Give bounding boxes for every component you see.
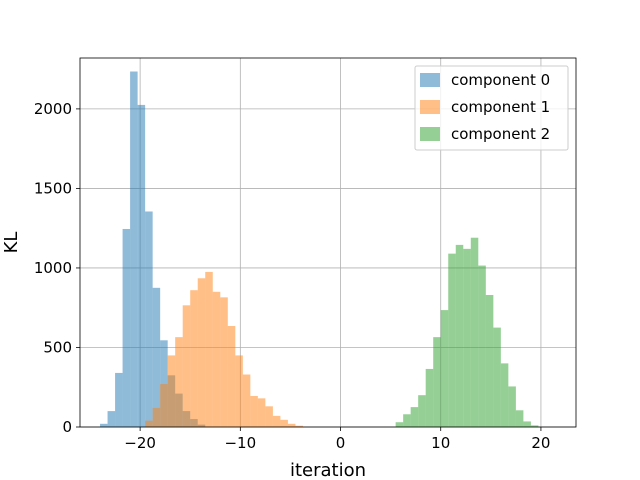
legend-swatch: [420, 100, 440, 114]
series-1-bars: [145, 271, 303, 427]
plot-area-frame: [79, 57, 577, 428]
legend-item: component 1: [420, 98, 550, 116]
histogram-bar: [182, 305, 191, 427]
histogram-bar: [145, 420, 153, 427]
histogram-bar: [493, 327, 501, 427]
histogram-bar: [257, 398, 266, 427]
x-tick-label: 20: [531, 434, 550, 452]
histogram-bar: [425, 368, 434, 427]
histogram-bar: [137, 104, 146, 427]
histogram-bar: [130, 71, 138, 427]
histogram-bar: [235, 355, 243, 427]
histogram-bar: [515, 410, 524, 427]
legend-item: component 2: [420, 125, 550, 143]
series-2-bars: [395, 237, 539, 427]
x-axis-label: iteration: [290, 460, 366, 480]
histogram-bar: [152, 407, 161, 427]
histogram-bar: [448, 253, 456, 427]
y-tick-label: 1000: [34, 259, 72, 277]
histogram-bar: [470, 237, 479, 427]
histogram-bar: [145, 211, 153, 427]
legend-box: [414, 65, 569, 151]
histogram-bar: [190, 290, 198, 427]
axis-ticks: −20 −10 0 10 20 0 500 1000 1500 2000: [34, 100, 551, 452]
legend: component 0 component 1 component 2: [414, 65, 569, 151]
histogram-bar: [410, 407, 419, 427]
histogram-bar: [167, 355, 176, 427]
histogram-bar: [395, 422, 404, 427]
histogram-bar: [272, 415, 281, 427]
histogram-bar: [295, 425, 303, 427]
y-tick-label: 500: [43, 338, 72, 356]
y-tick-label: 1500: [34, 179, 72, 197]
histogram-bar: [440, 310, 449, 427]
histogram-bar: [523, 421, 531, 427]
histogram-bar: [205, 271, 213, 427]
x-tick-label: 0: [336, 434, 346, 452]
histogram-bar: [508, 386, 516, 427]
y-tick-label: 0: [62, 418, 72, 436]
legend-label: component 0: [451, 71, 550, 89]
x-tick-label: −10: [224, 434, 256, 452]
histogram-bar: [485, 294, 494, 427]
histogram-bar: [122, 228, 131, 427]
histogram-bar: [463, 248, 471, 427]
histogram-bar: [250, 395, 258, 427]
histogram-bar: [212, 291, 221, 427]
histogram-bar: [160, 384, 168, 427]
histogram-bar: [100, 423, 108, 427]
histogram-bar: [197, 278, 206, 427]
histogram-bar: [220, 297, 228, 427]
x-tick-label: 10: [431, 434, 450, 452]
legend-swatch: [420, 127, 440, 141]
histogram-bar: [265, 406, 273, 427]
histogram-bar: [115, 372, 123, 427]
histogram-bar: [107, 411, 116, 427]
histogram-bar: [403, 414, 411, 427]
histogram-bar: [242, 374, 251, 427]
histogram-bar: [160, 340, 168, 427]
histogram-bar: [175, 337, 183, 427]
histogram-bar: [478, 265, 486, 427]
histogram-bars: [100, 71, 539, 427]
y-tick-label: 2000: [34, 100, 72, 118]
legend-swatch: [420, 73, 440, 87]
histogram-bar: [152, 287, 161, 427]
histogram-bar: [530, 425, 539, 427]
histogram-bar: [287, 423, 296, 427]
legend-item: component 0: [420, 71, 550, 89]
x-tick-label: −20: [124, 434, 156, 452]
histogram-bar: [500, 363, 509, 427]
histogram-bar: [455, 244, 464, 427]
y-axis-label: KL: [1, 232, 22, 254]
histogram-bar: [227, 326, 236, 427]
histogram-bar: [418, 395, 426, 427]
legend-label: component 1: [451, 98, 550, 116]
histogram-bar: [280, 419, 288, 427]
histogram-bar: [433, 337, 441, 427]
legend-label: component 2: [451, 125, 550, 143]
